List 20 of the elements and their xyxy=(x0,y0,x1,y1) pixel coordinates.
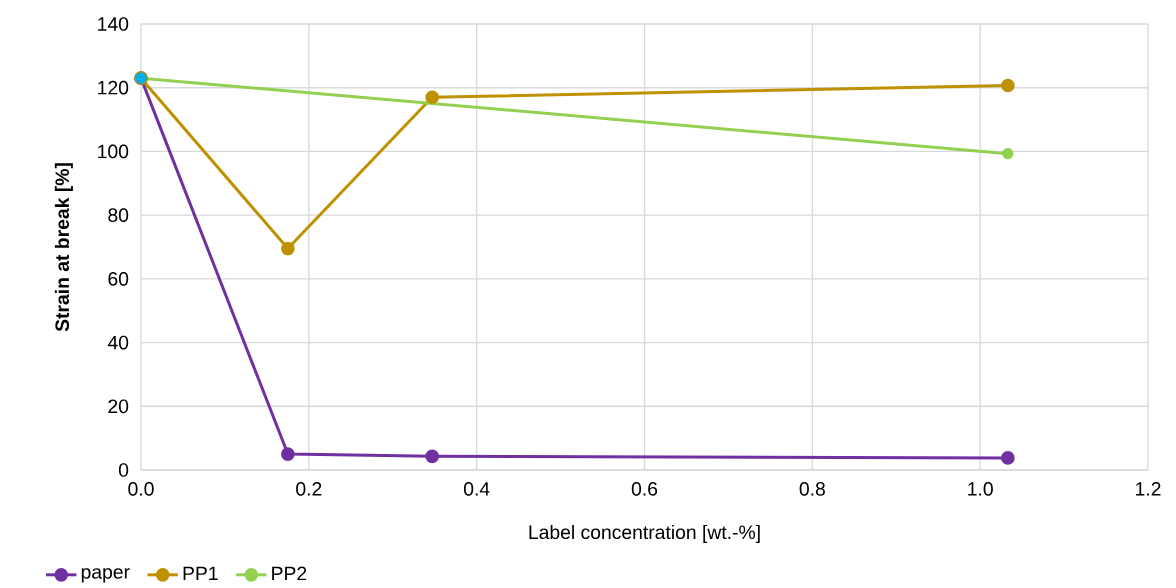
y-tick-label: 40 xyxy=(107,335,129,350)
y-tick-label: 140 xyxy=(98,17,129,31)
x-tick-label: 1.2 xyxy=(1136,482,1161,496)
x-tick-label: 0.0 xyxy=(128,482,154,496)
y-tick-label: 0 xyxy=(118,463,129,477)
y-tick-label: 60 xyxy=(108,272,129,286)
y-axis-title: Strain at break [%] xyxy=(54,163,73,332)
x-axis-title: Label concentration [wt.-%] xyxy=(529,524,760,543)
y-tick-label: 100 xyxy=(98,144,129,159)
x-tick-label: 0.2 xyxy=(296,482,322,496)
legend-label: PP1 xyxy=(183,566,218,581)
y-tick-label: 120 xyxy=(98,80,129,95)
x-tick-label: 0.8 xyxy=(799,482,825,496)
x-tick-label: 0.6 xyxy=(631,482,658,496)
y-tick-label: 80 xyxy=(108,208,129,222)
x-tick-label: 1.0 xyxy=(968,482,993,496)
legend-label: PP2 xyxy=(272,566,307,581)
legend-label: paper xyxy=(81,568,130,583)
x-tick-label: 0.4 xyxy=(463,482,490,496)
y-tick-label: 20 xyxy=(108,399,129,414)
